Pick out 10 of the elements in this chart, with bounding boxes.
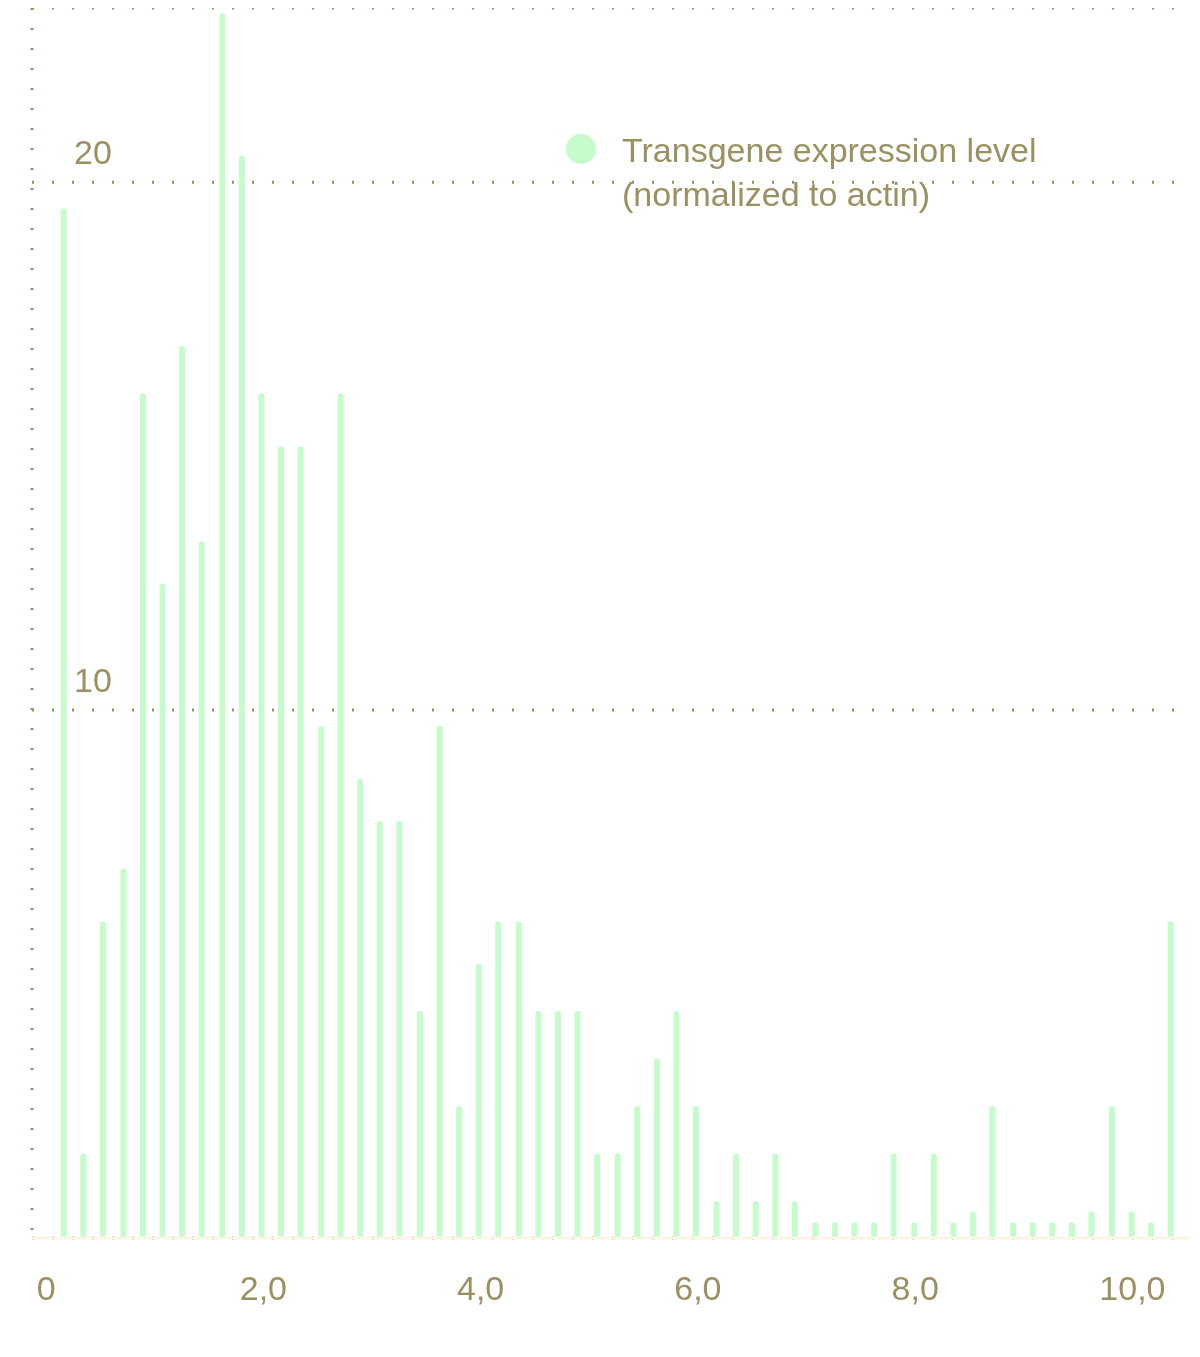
- x-tick-label: 2,0: [239, 1269, 288, 1308]
- x-tick-label: 6,0: [674, 1269, 722, 1308]
- x-tick-label: 0: [36, 1269, 56, 1308]
- legend-label: Transgene expression level (normalized to actin): [622, 130, 1038, 215]
- y-tick-label: 10: [74, 661, 112, 700]
- x-tick-label: 4,0: [457, 1269, 505, 1308]
- x-tick-label: 8,0: [891, 1269, 939, 1308]
- y-tick-label: 20: [74, 133, 112, 172]
- x-tick-label: 10,0: [1099, 1269, 1166, 1308]
- legend-box: Transgene expression level (normalized to actin): [566, 128, 1182, 216]
